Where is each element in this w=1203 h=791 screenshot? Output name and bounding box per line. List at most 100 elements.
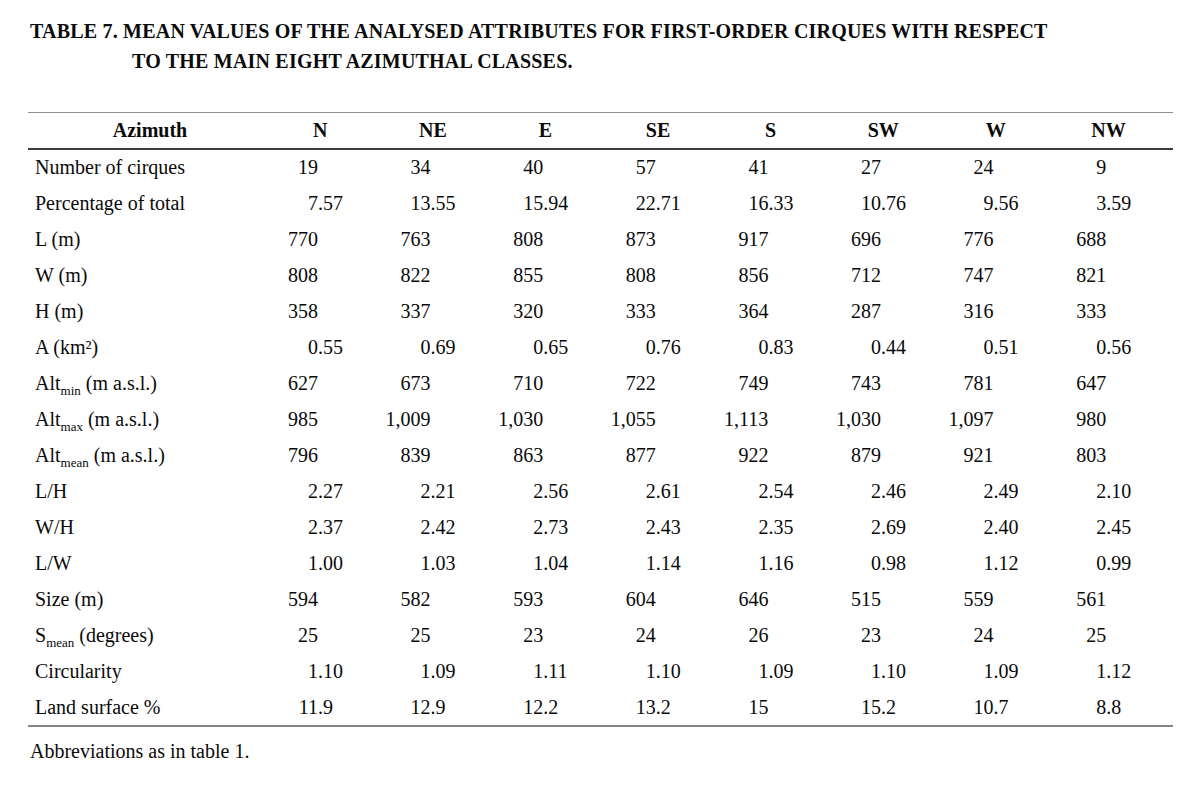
header-col-ne: NE: [385, 119, 498, 142]
row-label: L (m): [28, 228, 272, 251]
table-cell: 13.2: [610, 696, 723, 719]
table-row: Land surface %11.912.912.213.21515.210.7…: [28, 689, 1173, 725]
table-cell: 25: [385, 624, 498, 647]
table-title-line1: TABLE 7. MEAN VALUES OF THE ANALYSED ATT…: [30, 16, 1048, 46]
table-cell: 2.46: [835, 480, 948, 503]
table-cell: 749: [722, 372, 835, 395]
table-cell: 1,055: [610, 408, 723, 431]
header-col-e: E: [497, 119, 610, 142]
table-cell: 34: [385, 156, 498, 179]
table-row: L (m)770763808873917696776688: [28, 222, 1173, 258]
table-cell: 1.16: [722, 552, 835, 575]
table-cell: 1.00: [272, 552, 385, 575]
table-cell: 41: [722, 156, 835, 179]
table-cell: 1,009: [385, 408, 498, 431]
table-cell: 23: [835, 624, 948, 647]
table-cell: 10.76: [835, 192, 948, 215]
footnote: Abbreviations as in table 1.: [30, 740, 249, 763]
table-header-row: Azimuth N NE E SE S SW W NW: [28, 113, 1173, 150]
table-cell: 776: [948, 228, 1061, 251]
table-cell: 2.10: [1060, 480, 1173, 503]
table-cell: 316: [948, 300, 1061, 323]
data-table: Azimuth N NE E SE S SW W NW Number of ci…: [28, 112, 1173, 727]
table-cell: 808: [610, 264, 723, 287]
table-cell: 12.2: [497, 696, 610, 719]
row-label: Number of cirques: [28, 156, 272, 179]
table-cell: 696: [835, 228, 948, 251]
header-col-sw: SW: [835, 119, 948, 142]
table-cell: 763: [385, 228, 498, 251]
table-cell: 25: [1060, 624, 1173, 647]
table-row: Circularity1.101.091.111.101.091.101.091…: [28, 653, 1173, 689]
table-cell: 921: [948, 444, 1061, 467]
table-cell: 0.76: [610, 336, 723, 359]
table-cell: 22.71: [610, 192, 723, 215]
table-cell: 3.59: [1060, 192, 1173, 215]
row-label: L/H: [28, 480, 272, 503]
table-cell: 2.61: [610, 480, 723, 503]
table-cell: 1.14: [610, 552, 723, 575]
table-cell: 879: [835, 444, 948, 467]
table-cell: 2.40: [948, 516, 1061, 539]
table-cell: 839: [385, 444, 498, 467]
table-cell: 13.55: [385, 192, 498, 215]
table-cell: 2.49: [948, 480, 1061, 503]
table-title: TABLE 7. MEAN VALUES OF THE ANALYSED ATT…: [30, 16, 1048, 76]
row-label: Land surface %: [28, 696, 272, 719]
row-label: Altmin (m a.s.l.): [28, 372, 272, 395]
table-cell: 0.44: [835, 336, 948, 359]
header-col-w: W: [948, 119, 1061, 142]
table-cell: 2.21: [385, 480, 498, 503]
table-row: L/W1.001.031.041.141.160.981.120.99: [28, 545, 1173, 581]
table-cell: 1.04: [497, 552, 610, 575]
table-cell: 1.09: [722, 660, 835, 683]
table-cell: 25: [272, 624, 385, 647]
table-cell: 2.43: [610, 516, 723, 539]
header-azimuth: Azimuth: [28, 119, 272, 142]
table-cell: 712: [835, 264, 948, 287]
table-cell: 10.7: [948, 696, 1061, 719]
table-cell: 287: [835, 300, 948, 323]
table-cell: 24: [948, 624, 1061, 647]
table-row: Percentage of total7.5713.5515.9422.7116…: [28, 186, 1173, 222]
row-label: L/W: [28, 552, 272, 575]
row-label: H (m): [28, 300, 272, 323]
row-label: Circularity: [28, 660, 272, 683]
table-cell: 722: [610, 372, 723, 395]
table-cell: 9: [1060, 156, 1173, 179]
table-cell: 2.42: [385, 516, 498, 539]
table-cell: 57: [610, 156, 723, 179]
table-cell: 1,030: [497, 408, 610, 431]
row-label: Altmean (m a.s.l.): [28, 444, 272, 467]
table-cell: 582: [385, 588, 498, 611]
table-cell: 0.83: [722, 336, 835, 359]
table-cell: 710: [497, 372, 610, 395]
header-col-n: N: [272, 119, 385, 142]
table-cell: 15: [722, 696, 835, 719]
table-cell: 9.56: [948, 192, 1061, 215]
table-cell: 821: [1060, 264, 1173, 287]
table-cell: 2.54: [722, 480, 835, 503]
row-label: W (m): [28, 264, 272, 287]
table-cell: 0.65: [497, 336, 610, 359]
table-cell: 320: [497, 300, 610, 323]
table-cell: 26: [722, 624, 835, 647]
table-cell: 0.69: [385, 336, 498, 359]
table-cell: 985: [272, 408, 385, 431]
table-cell: 2.45: [1060, 516, 1173, 539]
table-cell: 747: [948, 264, 1061, 287]
table-cell: 1.09: [948, 660, 1061, 683]
table-cell: 1.12: [948, 552, 1061, 575]
table-body: Number of cirques193440574127249Percenta…: [28, 150, 1173, 725]
table-cell: 863: [497, 444, 610, 467]
row-label: Altmax (m a.s.l.): [28, 408, 272, 431]
table-cell: 673: [385, 372, 498, 395]
table-row: Size (m)594582593604646515559561: [28, 581, 1173, 617]
table-cell: 0.56: [1060, 336, 1173, 359]
table-row: H (m)358337320333364287316333: [28, 294, 1173, 330]
table-row: Number of cirques193440574127249: [28, 150, 1173, 186]
table-cell: 24: [610, 624, 723, 647]
table-cell: 515: [835, 588, 948, 611]
table-cell: 364: [722, 300, 835, 323]
table-cell: 1.03: [385, 552, 498, 575]
